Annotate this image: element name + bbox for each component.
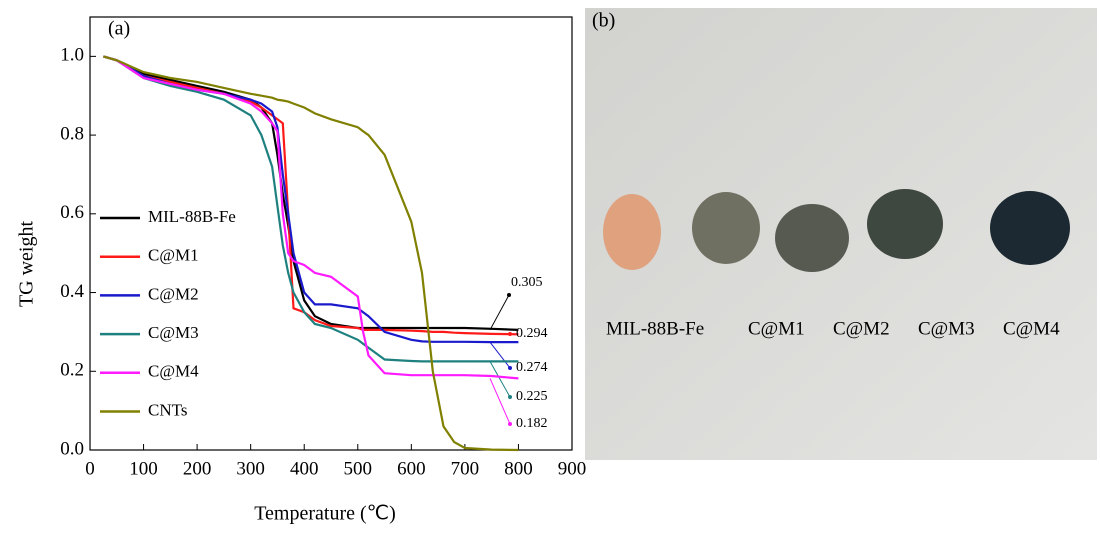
legend-label: C@M3 [148, 323, 199, 342]
x-axis-label: Temperature (℃) [254, 503, 396, 525]
x-tick-label: 700 [451, 458, 480, 479]
panel-label: (b) [592, 10, 615, 32]
x-tick-label: 800 [504, 458, 533, 479]
x-tick-label: 100 [129, 458, 158, 479]
y-tick-label: 1.0 [60, 45, 84, 66]
annotation-head [508, 395, 512, 399]
annotation: 0.305 [511, 275, 543, 290]
x-tick-label: 0 [85, 458, 95, 479]
annotation: 0.225 [516, 389, 548, 404]
x-tick-label: 200 [183, 458, 212, 479]
legend-label: C@M2 [148, 284, 199, 303]
sample-label: C@M4 [1003, 318, 1060, 339]
annotation-arrow [490, 342, 510, 368]
annotation-head [508, 422, 512, 426]
sample-label: C@M3 [918, 318, 975, 339]
y-tick-label: 0.4 [60, 281, 84, 302]
annotation-arrow [490, 361, 510, 397]
x-tick-label: 600 [397, 458, 426, 479]
x-tick-label: 900 [558, 458, 587, 479]
panel-label: (a) [108, 18, 130, 40]
x-tick-label: 500 [344, 458, 373, 479]
legend-label: C@M4 [148, 362, 199, 381]
sample-label: C@M2 [833, 318, 890, 339]
annotation-head [508, 366, 512, 370]
legend-label: MIL-88B-Fe [148, 207, 236, 226]
sample [692, 192, 760, 264]
sample [775, 204, 849, 272]
sample-label: C@M1 [748, 318, 805, 339]
y-tick-label: 0.8 [60, 123, 84, 144]
annotation: 0.294 [516, 326, 548, 341]
y-tick-label: 0.6 [60, 202, 84, 223]
legend-label: C@M1 [148, 246, 199, 265]
sample-label: MIL-88B-Fe [606, 318, 704, 339]
y-tick-label: 0.0 [60, 438, 84, 459]
annotation-arrow [490, 378, 510, 424]
annotation: 0.274 [516, 360, 548, 375]
annotation-head [508, 332, 512, 336]
annotation: 0.182 [516, 416, 548, 431]
y-tick-label: 0.2 [60, 360, 84, 381]
sample [867, 189, 943, 259]
sample [990, 191, 1070, 265]
legend-label: CNTs [148, 400, 187, 419]
y-axis-label: TG weight [16, 221, 38, 308]
x-tick-label: 300 [236, 458, 265, 479]
annotation-head [507, 293, 511, 297]
sample [603, 194, 661, 270]
annotation-arrow [490, 295, 509, 330]
x-tick-label: 400 [290, 458, 319, 479]
